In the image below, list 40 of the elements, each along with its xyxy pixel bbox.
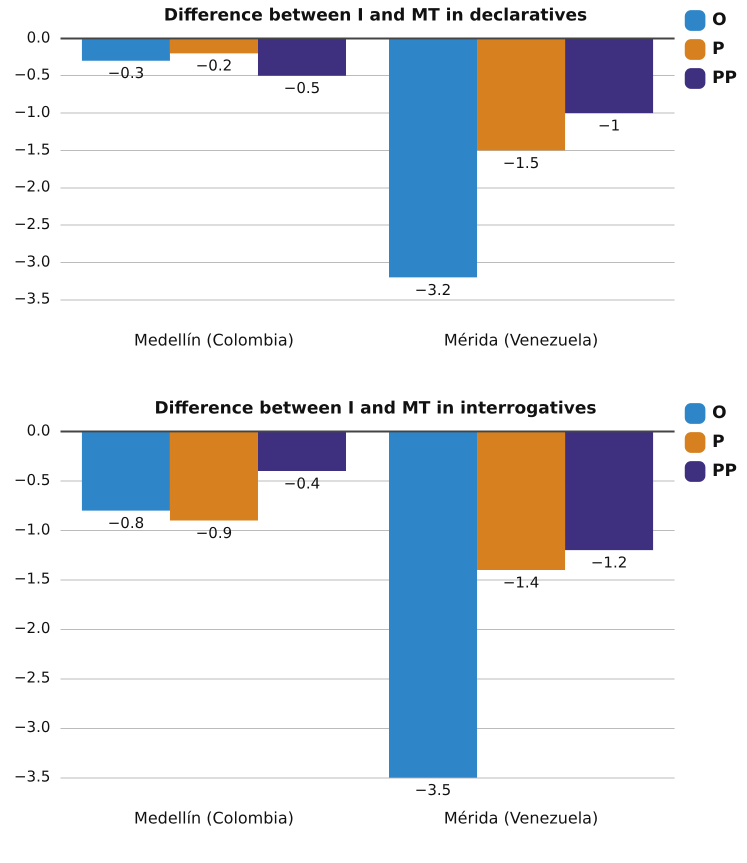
y-tick-label: −1.0 (14, 520, 50, 538)
data-label: −0.8 (108, 514, 144, 532)
legend-label: P (712, 432, 725, 452)
y-tick-label: −1.0 (14, 102, 50, 121)
data-label: −1.4 (502, 573, 540, 592)
legend-label: PP (712, 460, 738, 481)
x-tick-label: Medellín (Colombia) (134, 330, 294, 350)
legend-label: O (712, 402, 727, 423)
data-label: −3.2 (414, 280, 452, 299)
y-tick-label: 0.0 (26, 421, 50, 440)
y-tick-label: −2.5 (14, 215, 50, 234)
chart-title: Difference between I and MT in declaratives (164, 6, 588, 26)
y-tick-label: −0.5 (14, 470, 50, 489)
data-label: −0.2 (196, 56, 232, 75)
data-label: −0.9 (196, 524, 232, 542)
y-tick-label: −0.5 (14, 66, 50, 84)
data-label: −1.5 (502, 154, 540, 172)
chart-title: Difference between I and MT in interrogatives (154, 398, 596, 419)
x-tick-label: Medellín (Colombia) (134, 808, 294, 828)
y-tick-label: −2.0 (14, 178, 50, 196)
y-tick-label: −3.0 (14, 252, 50, 270)
y-tick-label: 0.0 (26, 28, 50, 46)
y-tick-label: −3.5 (14, 768, 50, 786)
legend-label: O (712, 10, 727, 30)
data-label: −3.5 (414, 781, 452, 800)
data-label: −0.3 (108, 64, 144, 82)
y-tick-label: −1.5 (14, 570, 50, 588)
y-tick-label: −2.0 (14, 619, 50, 638)
legend-label: P (712, 38, 725, 59)
y-tick-label: −3.5 (14, 290, 50, 308)
y-tick-label: −1.5 (14, 140, 50, 158)
x-tick-label: Mérida (Venezuela) (444, 808, 598, 828)
data-label: −0.4 (284, 474, 320, 492)
data-label: −0.5 (284, 79, 320, 98)
data-label: −1.2 (590, 554, 628, 572)
legend-label: PP (712, 68, 738, 88)
data-label: −1 (598, 116, 620, 134)
y-tick-label: −3.0 (14, 718, 50, 736)
x-tick-label: Mérida (Venezuela) (444, 330, 598, 350)
y-tick-label: −2.5 (14, 668, 50, 687)
